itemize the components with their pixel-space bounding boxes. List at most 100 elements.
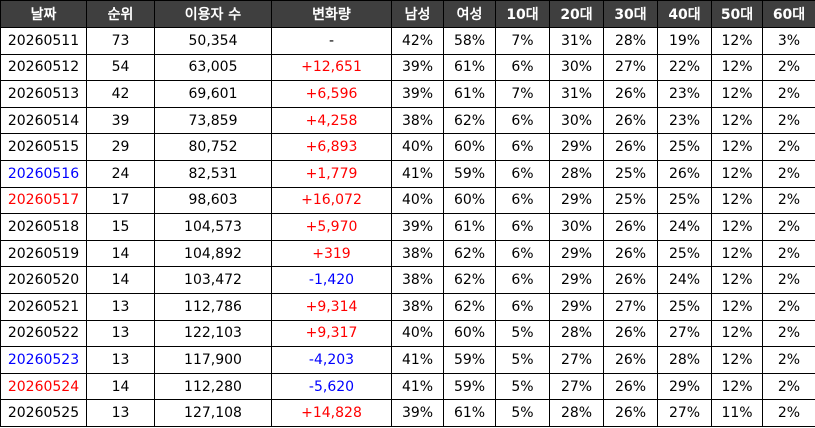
table-cell: 30% xyxy=(549,53,604,82)
table-body: 20260511 73 50,354-42% 58% 7% 31% 28% 19% 12% 3% 2… xyxy=(0,27,815,427)
header-cell: 30대 xyxy=(603,0,658,28)
table-cell: 28% xyxy=(549,159,604,188)
table-cell: 6% xyxy=(495,266,550,294)
table-cell: 24% xyxy=(657,266,712,294)
table-cell: 12% xyxy=(711,213,763,241)
table-cell: 2% xyxy=(762,319,815,348)
table-cell: 12% xyxy=(711,106,763,135)
table-cell: 12% xyxy=(711,80,763,108)
table-cell: 23% xyxy=(657,106,712,135)
table-cell: 30% xyxy=(549,213,604,241)
table-cell: 54 xyxy=(86,53,155,82)
table-cell: 73 xyxy=(86,27,155,55)
table-cell: 24% xyxy=(657,213,712,241)
table-cell: 26% xyxy=(603,213,658,241)
table-cell: 60% xyxy=(443,319,496,348)
table-cell: 20260512 xyxy=(0,53,87,82)
table-cell: 27% xyxy=(603,53,658,82)
table-cell: 31% xyxy=(549,27,604,55)
table-cell: 13 xyxy=(86,399,155,427)
table-cell: 27% xyxy=(603,292,658,321)
table-cell: 98,603 xyxy=(154,186,272,215)
table-cell: +4,258 xyxy=(271,106,392,135)
table-cell: 25% xyxy=(603,186,658,215)
table-cell: 6% xyxy=(495,53,550,82)
table-cell: 14 xyxy=(86,372,155,401)
table-cell: 23% xyxy=(657,80,712,108)
table-row: 20260515 29 80,752 +6,893 40% 60% 6% 29% 26% 25% 1… xyxy=(0,133,815,161)
table-cell: 62% xyxy=(443,239,496,268)
table-cell: 20260511 xyxy=(0,27,87,55)
table-cell: 12% xyxy=(711,239,763,268)
table-cell: 38% xyxy=(391,266,444,294)
table-cell: 20260516 xyxy=(0,159,87,188)
table-cell: 80,752 xyxy=(154,133,272,161)
table-cell: -4,203 xyxy=(271,346,392,374)
table-cell: 13 xyxy=(86,292,155,321)
table-cell: - xyxy=(271,27,392,55)
table-cell: 62% xyxy=(443,106,496,135)
table-cell: 2% xyxy=(762,292,815,321)
table-cell: 12% xyxy=(711,266,763,294)
table-cell: +16,072 xyxy=(271,186,392,215)
table-cell: 40% xyxy=(391,186,444,215)
table-cell: 40% xyxy=(391,133,444,161)
table-row: 20260518 15 104,573 +5,970 39% 61% 6% 30% 26% 24%… xyxy=(0,213,815,241)
header-cell: 40대 xyxy=(657,0,712,28)
table-row: 20260517 17 98,603 +16,072 40% 60% 6% 29% 25% 25%… xyxy=(0,186,815,215)
table-row: 20260511 73 50,354-42% 58% 7% 31% 28% 19% 12% 3% xyxy=(0,27,815,55)
table-row: 20260523 13 117,900 -4,203 41% 59% 5% 27% 26% 28%… xyxy=(0,346,815,374)
table-row: 20260516 24 82,531 +1,779 41% 59% 6% 28% 25% 26% 1… xyxy=(0,159,815,188)
table-cell: 2% xyxy=(762,399,815,427)
table-cell: -5,620 xyxy=(271,372,392,401)
table-cell: 6% xyxy=(495,213,550,241)
table-cell: 117,900 xyxy=(154,346,272,374)
table-cell: 15 xyxy=(86,213,155,241)
table-cell: 112,786 xyxy=(154,292,272,321)
table-cell: 31% xyxy=(549,80,604,108)
table-cell: 24 xyxy=(86,159,155,188)
table-cell: 60% xyxy=(443,186,496,215)
table-cell: 26% xyxy=(603,239,658,268)
table-cell: 20260513 xyxy=(0,80,87,108)
table-cell: 12% xyxy=(711,292,763,321)
table-cell: 38% xyxy=(391,239,444,268)
table-cell: 25% xyxy=(657,133,712,161)
table-cell: 17 xyxy=(86,186,155,215)
table-cell: 42 xyxy=(86,80,155,108)
table-cell: +12,651 xyxy=(271,53,392,82)
table-cell: +9,317 xyxy=(271,319,392,348)
table-cell: 28% xyxy=(603,27,658,55)
table-cell: 58% xyxy=(443,27,496,55)
table-cell: +5,970 xyxy=(271,213,392,241)
header-cell: 이용자 수 xyxy=(154,0,272,28)
table-cell: 28% xyxy=(549,399,604,427)
table-cell: 38% xyxy=(391,106,444,135)
table-cell: 26% xyxy=(603,133,658,161)
table-cell: +6,893 xyxy=(271,133,392,161)
table-cell: 127,108 xyxy=(154,399,272,427)
table-cell: 6% xyxy=(495,186,550,215)
table-cell: 12% xyxy=(711,186,763,215)
table-cell: 2% xyxy=(762,372,815,401)
table-cell: 62% xyxy=(443,292,496,321)
table-cell: 20260521 xyxy=(0,292,87,321)
table-cell: 12% xyxy=(711,133,763,161)
table-cell: 2% xyxy=(762,266,815,294)
table-cell: 26% xyxy=(603,346,658,374)
table-cell: 41% xyxy=(391,346,444,374)
table-cell: 60% xyxy=(443,133,496,161)
table-cell: 5% xyxy=(495,346,550,374)
table-cell: 20260515 xyxy=(0,133,87,161)
table-cell: 2% xyxy=(762,133,815,161)
table-cell: 103,472 xyxy=(154,266,272,294)
table-cell: 26% xyxy=(603,80,658,108)
table-cell: 2% xyxy=(762,106,815,135)
table-cell: 62% xyxy=(443,266,496,294)
table-cell: 2% xyxy=(762,186,815,215)
table-row: 20260524 14 112,280 -5,620 41% 59% 5% 27% 26% 29%… xyxy=(0,372,815,401)
header-cell: 20대 xyxy=(549,0,604,28)
table-cell: +1,779 xyxy=(271,159,392,188)
